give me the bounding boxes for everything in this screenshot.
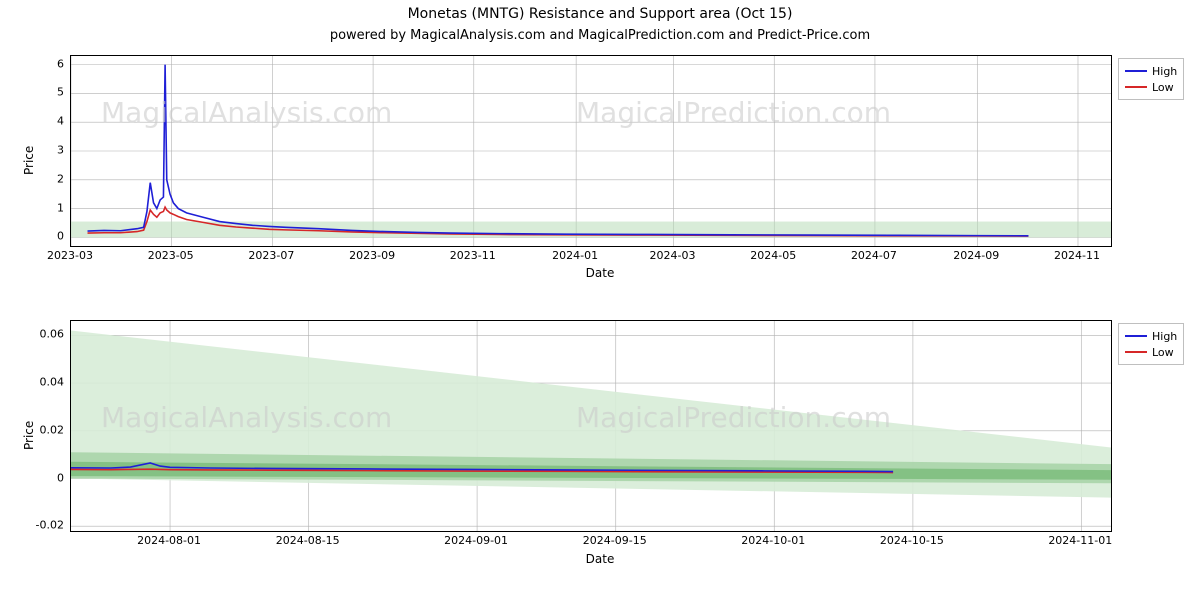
x-tick-label: 2024-08-15 — [276, 534, 340, 547]
x-tick-label: 2024-03 — [650, 249, 696, 262]
x-tick-label: 2024-10-15 — [880, 534, 944, 547]
legend-label-high: High — [1152, 330, 1177, 343]
x-tick-label: 2024-05 — [750, 249, 796, 262]
x-tick-label: 2024-07 — [851, 249, 897, 262]
x-tick-label: 2024-01 — [552, 249, 598, 262]
legend-swatch-low — [1125, 86, 1147, 88]
bottom-chart: MagicalAnalysis.com MagicalPrediction.co… — [70, 320, 1112, 532]
x-tick-label: 2024-10-01 — [741, 534, 805, 547]
y-tick-label: 0 — [20, 471, 64, 484]
legend-item-low: Low — [1125, 344, 1177, 360]
chart-subtitle: powered by MagicalAnalysis.com and Magic… — [0, 28, 1200, 43]
x-tick-label: 2023-11 — [450, 249, 496, 262]
legend-swatch-high — [1125, 335, 1147, 337]
y-tick-label: 5 — [20, 86, 64, 99]
top-chart-ylabel: Price — [22, 146, 36, 175]
y-tick-label: 0 — [20, 230, 64, 243]
bottom-chart-ylabel: Price — [22, 421, 36, 450]
legend-label-low: Low — [1152, 81, 1174, 94]
x-tick-label: 2023-03 — [47, 249, 93, 262]
figure: Monetas (MNTG) Resistance and Support ar… — [0, 0, 1200, 600]
top-chart: MagicalAnalysis.com MagicalPrediction.co… — [70, 55, 1112, 247]
x-tick-label: 2024-11-01 — [1048, 534, 1112, 547]
top-chart-xlabel: Date — [0, 266, 1200, 280]
bottom-chart-legend: High Low — [1118, 323, 1184, 365]
x-tick-label: 2024-09 — [953, 249, 999, 262]
chart-title: Monetas (MNTG) Resistance and Support ar… — [0, 6, 1200, 22]
legend-label-high: High — [1152, 65, 1177, 78]
bottom-chart-svg — [71, 321, 1111, 531]
bottom-chart-xlabel: Date — [0, 552, 1200, 566]
y-tick-label: 6 — [20, 57, 64, 70]
y-tick-label: 0.04 — [20, 376, 64, 389]
y-tick-label: 1 — [20, 201, 64, 214]
x-tick-label: 2024-09-15 — [583, 534, 647, 547]
x-tick-label: 2023-07 — [248, 249, 294, 262]
legend-item-high: High — [1125, 328, 1177, 344]
legend-swatch-low — [1125, 351, 1147, 353]
top-chart-svg — [71, 56, 1111, 246]
x-tick-label: 2023-09 — [349, 249, 395, 262]
legend-swatch-high — [1125, 70, 1147, 72]
y-tick-label: 0.06 — [20, 328, 64, 341]
y-tick-label: -0.02 — [20, 519, 64, 532]
legend-item-low: Low — [1125, 79, 1177, 95]
top-chart-legend: High Low — [1118, 58, 1184, 100]
x-tick-label: 2024-11 — [1054, 249, 1100, 262]
y-tick-label: 4 — [20, 115, 64, 128]
x-tick-label: 2023-05 — [148, 249, 194, 262]
x-tick-label: 2024-09-01 — [444, 534, 508, 547]
legend-item-high: High — [1125, 63, 1177, 79]
legend-label-low: Low — [1152, 346, 1174, 359]
x-tick-label: 2024-08-01 — [137, 534, 201, 547]
